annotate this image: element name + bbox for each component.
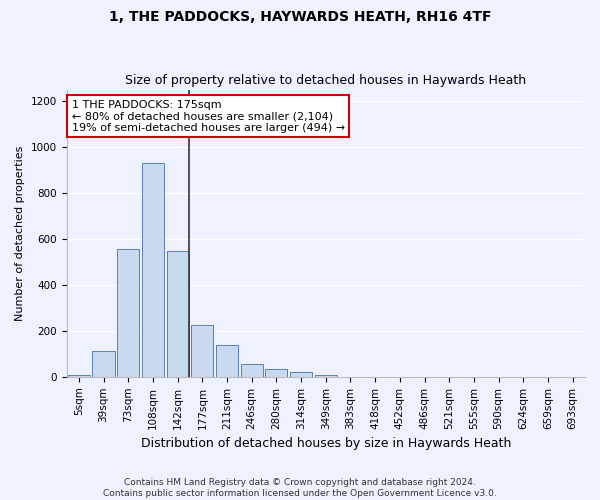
Bar <box>265 370 287 377</box>
Bar <box>167 251 189 377</box>
Bar <box>117 248 139 377</box>
Bar <box>241 364 263 377</box>
Bar <box>314 375 337 377</box>
Text: Contains HM Land Registry data © Crown copyright and database right 2024.
Contai: Contains HM Land Registry data © Crown c… <box>103 478 497 498</box>
Bar <box>191 325 214 377</box>
Bar <box>68 375 90 377</box>
Bar <box>290 372 312 377</box>
Title: Size of property relative to detached houses in Haywards Heath: Size of property relative to detached ho… <box>125 74 526 87</box>
Text: 1 THE PADDOCKS: 175sqm
← 80% of detached houses are smaller (2,104)
19% of semi-: 1 THE PADDOCKS: 175sqm ← 80% of detached… <box>72 100 345 133</box>
Y-axis label: Number of detached properties: Number of detached properties <box>15 146 25 321</box>
Bar <box>142 163 164 377</box>
Text: 1, THE PADDOCKS, HAYWARDS HEATH, RH16 4TF: 1, THE PADDOCKS, HAYWARDS HEATH, RH16 4T… <box>109 10 491 24</box>
X-axis label: Distribution of detached houses by size in Haywards Heath: Distribution of detached houses by size … <box>140 437 511 450</box>
Bar <box>216 344 238 377</box>
Bar <box>92 351 115 377</box>
